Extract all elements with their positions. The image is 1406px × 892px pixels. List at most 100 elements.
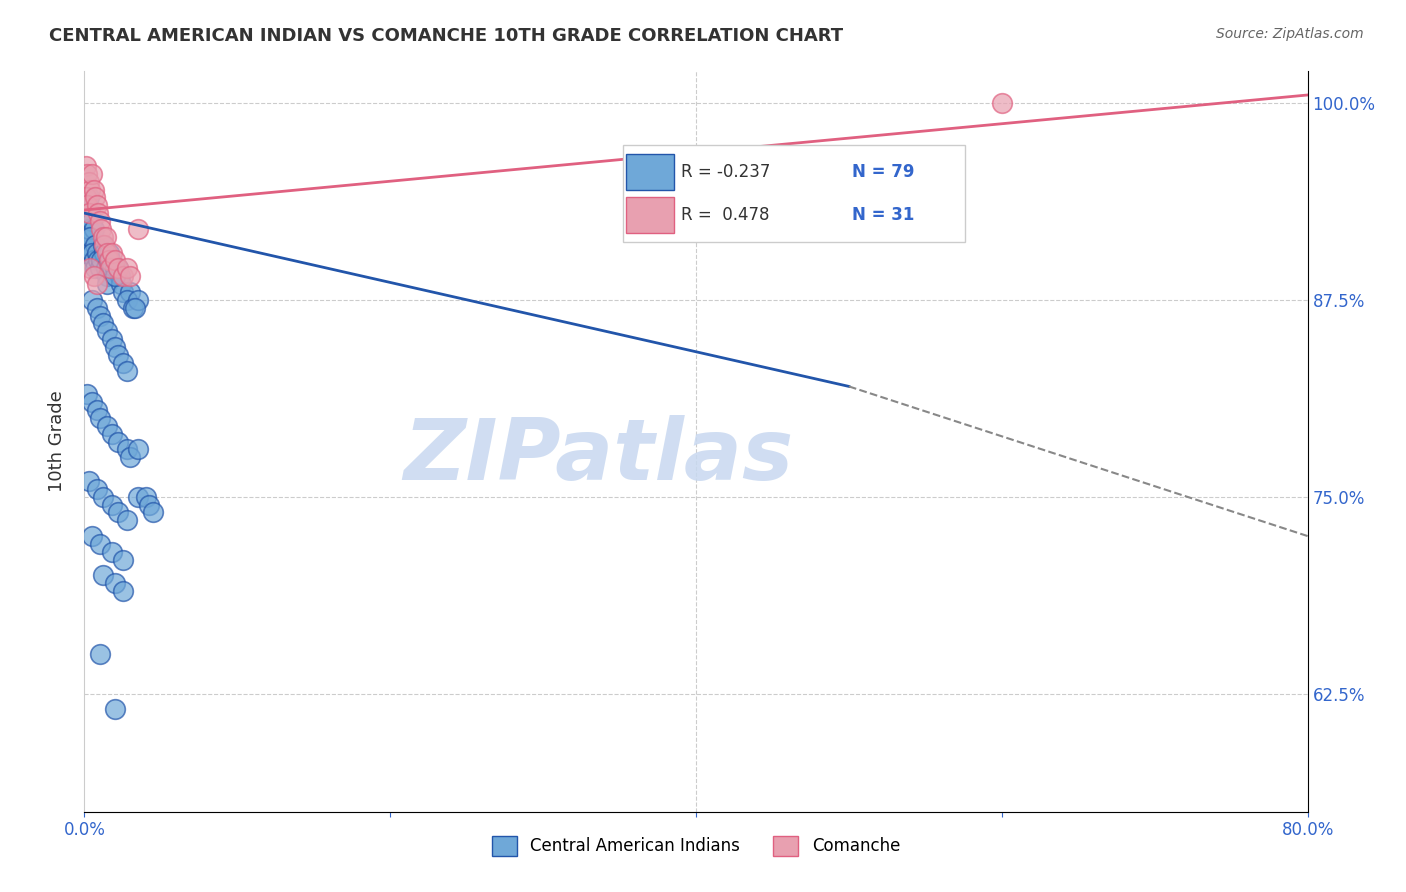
Point xyxy=(79,261,101,276)
Point xyxy=(91,568,114,582)
Point xyxy=(107,261,129,276)
Point xyxy=(89,309,111,323)
Point xyxy=(127,222,149,236)
Point xyxy=(77,175,100,189)
Point xyxy=(107,505,129,519)
Point xyxy=(135,490,157,504)
Point xyxy=(80,214,103,228)
Point xyxy=(87,206,110,220)
Point xyxy=(93,237,115,252)
Point xyxy=(120,450,142,465)
Point xyxy=(127,442,149,457)
Point xyxy=(98,261,121,276)
Point xyxy=(77,222,100,236)
Point xyxy=(84,190,107,204)
Point xyxy=(115,442,138,457)
Point xyxy=(75,214,97,228)
Point xyxy=(86,198,108,212)
Point xyxy=(111,356,134,370)
Point xyxy=(75,237,97,252)
Point xyxy=(101,332,124,346)
Point xyxy=(91,237,114,252)
Point xyxy=(98,253,121,268)
Point xyxy=(104,253,127,268)
Point xyxy=(107,348,129,362)
Point xyxy=(84,261,107,276)
Point xyxy=(108,269,131,284)
Point xyxy=(104,261,127,276)
Point xyxy=(89,411,111,425)
Point xyxy=(76,387,98,401)
Point xyxy=(107,434,129,449)
Point xyxy=(75,190,97,204)
Point xyxy=(75,159,97,173)
Point xyxy=(84,237,107,252)
Point xyxy=(76,167,98,181)
Point xyxy=(83,253,105,268)
Point xyxy=(101,261,124,276)
Point xyxy=(115,513,138,527)
Point xyxy=(80,529,103,543)
Point xyxy=(127,293,149,307)
Point xyxy=(120,269,142,284)
Point xyxy=(77,206,100,220)
Point xyxy=(79,182,101,196)
Point xyxy=(138,498,160,512)
Point xyxy=(86,277,108,291)
Point xyxy=(80,245,103,260)
Point xyxy=(86,301,108,315)
Point xyxy=(96,418,118,433)
Point xyxy=(89,214,111,228)
Point xyxy=(104,269,127,284)
Point xyxy=(111,285,134,299)
Point xyxy=(90,222,112,236)
Point xyxy=(115,364,138,378)
Point xyxy=(104,576,127,591)
Point xyxy=(91,317,114,331)
Point xyxy=(76,198,98,212)
Point xyxy=(76,222,98,236)
Point xyxy=(101,498,124,512)
Point xyxy=(89,647,111,661)
Point xyxy=(115,261,138,276)
Point xyxy=(83,222,105,236)
Point xyxy=(104,340,127,354)
Point xyxy=(91,490,114,504)
Point xyxy=(83,182,105,196)
Point xyxy=(96,277,118,291)
Point xyxy=(75,245,97,260)
Point xyxy=(80,395,103,409)
Point xyxy=(94,261,117,276)
Y-axis label: 10th Grade: 10th Grade xyxy=(48,391,66,492)
Point xyxy=(77,474,100,488)
Point xyxy=(111,584,134,599)
Point xyxy=(79,229,101,244)
Point xyxy=(142,505,165,519)
Point xyxy=(124,301,146,315)
Point xyxy=(86,403,108,417)
Point xyxy=(122,301,145,315)
Point xyxy=(90,253,112,268)
Point xyxy=(86,245,108,260)
Point xyxy=(107,261,129,276)
Point xyxy=(111,552,134,566)
Point xyxy=(115,293,138,307)
Point xyxy=(80,293,103,307)
Point xyxy=(86,482,108,496)
Point xyxy=(97,253,120,268)
Point xyxy=(91,229,114,244)
Point xyxy=(96,245,118,260)
Point xyxy=(110,277,132,291)
Point xyxy=(79,206,101,220)
Point xyxy=(83,269,105,284)
Point xyxy=(77,190,100,204)
Point xyxy=(87,253,110,268)
Point xyxy=(89,537,111,551)
Point xyxy=(75,198,97,212)
Point xyxy=(111,269,134,284)
Text: CENTRAL AMERICAN INDIAN VS COMANCHE 10TH GRADE CORRELATION CHART: CENTRAL AMERICAN INDIAN VS COMANCHE 10TH… xyxy=(49,27,844,45)
Point xyxy=(94,229,117,244)
Point xyxy=(80,167,103,181)
Point xyxy=(96,324,118,338)
Text: ZIPatlas: ZIPatlas xyxy=(404,415,793,498)
